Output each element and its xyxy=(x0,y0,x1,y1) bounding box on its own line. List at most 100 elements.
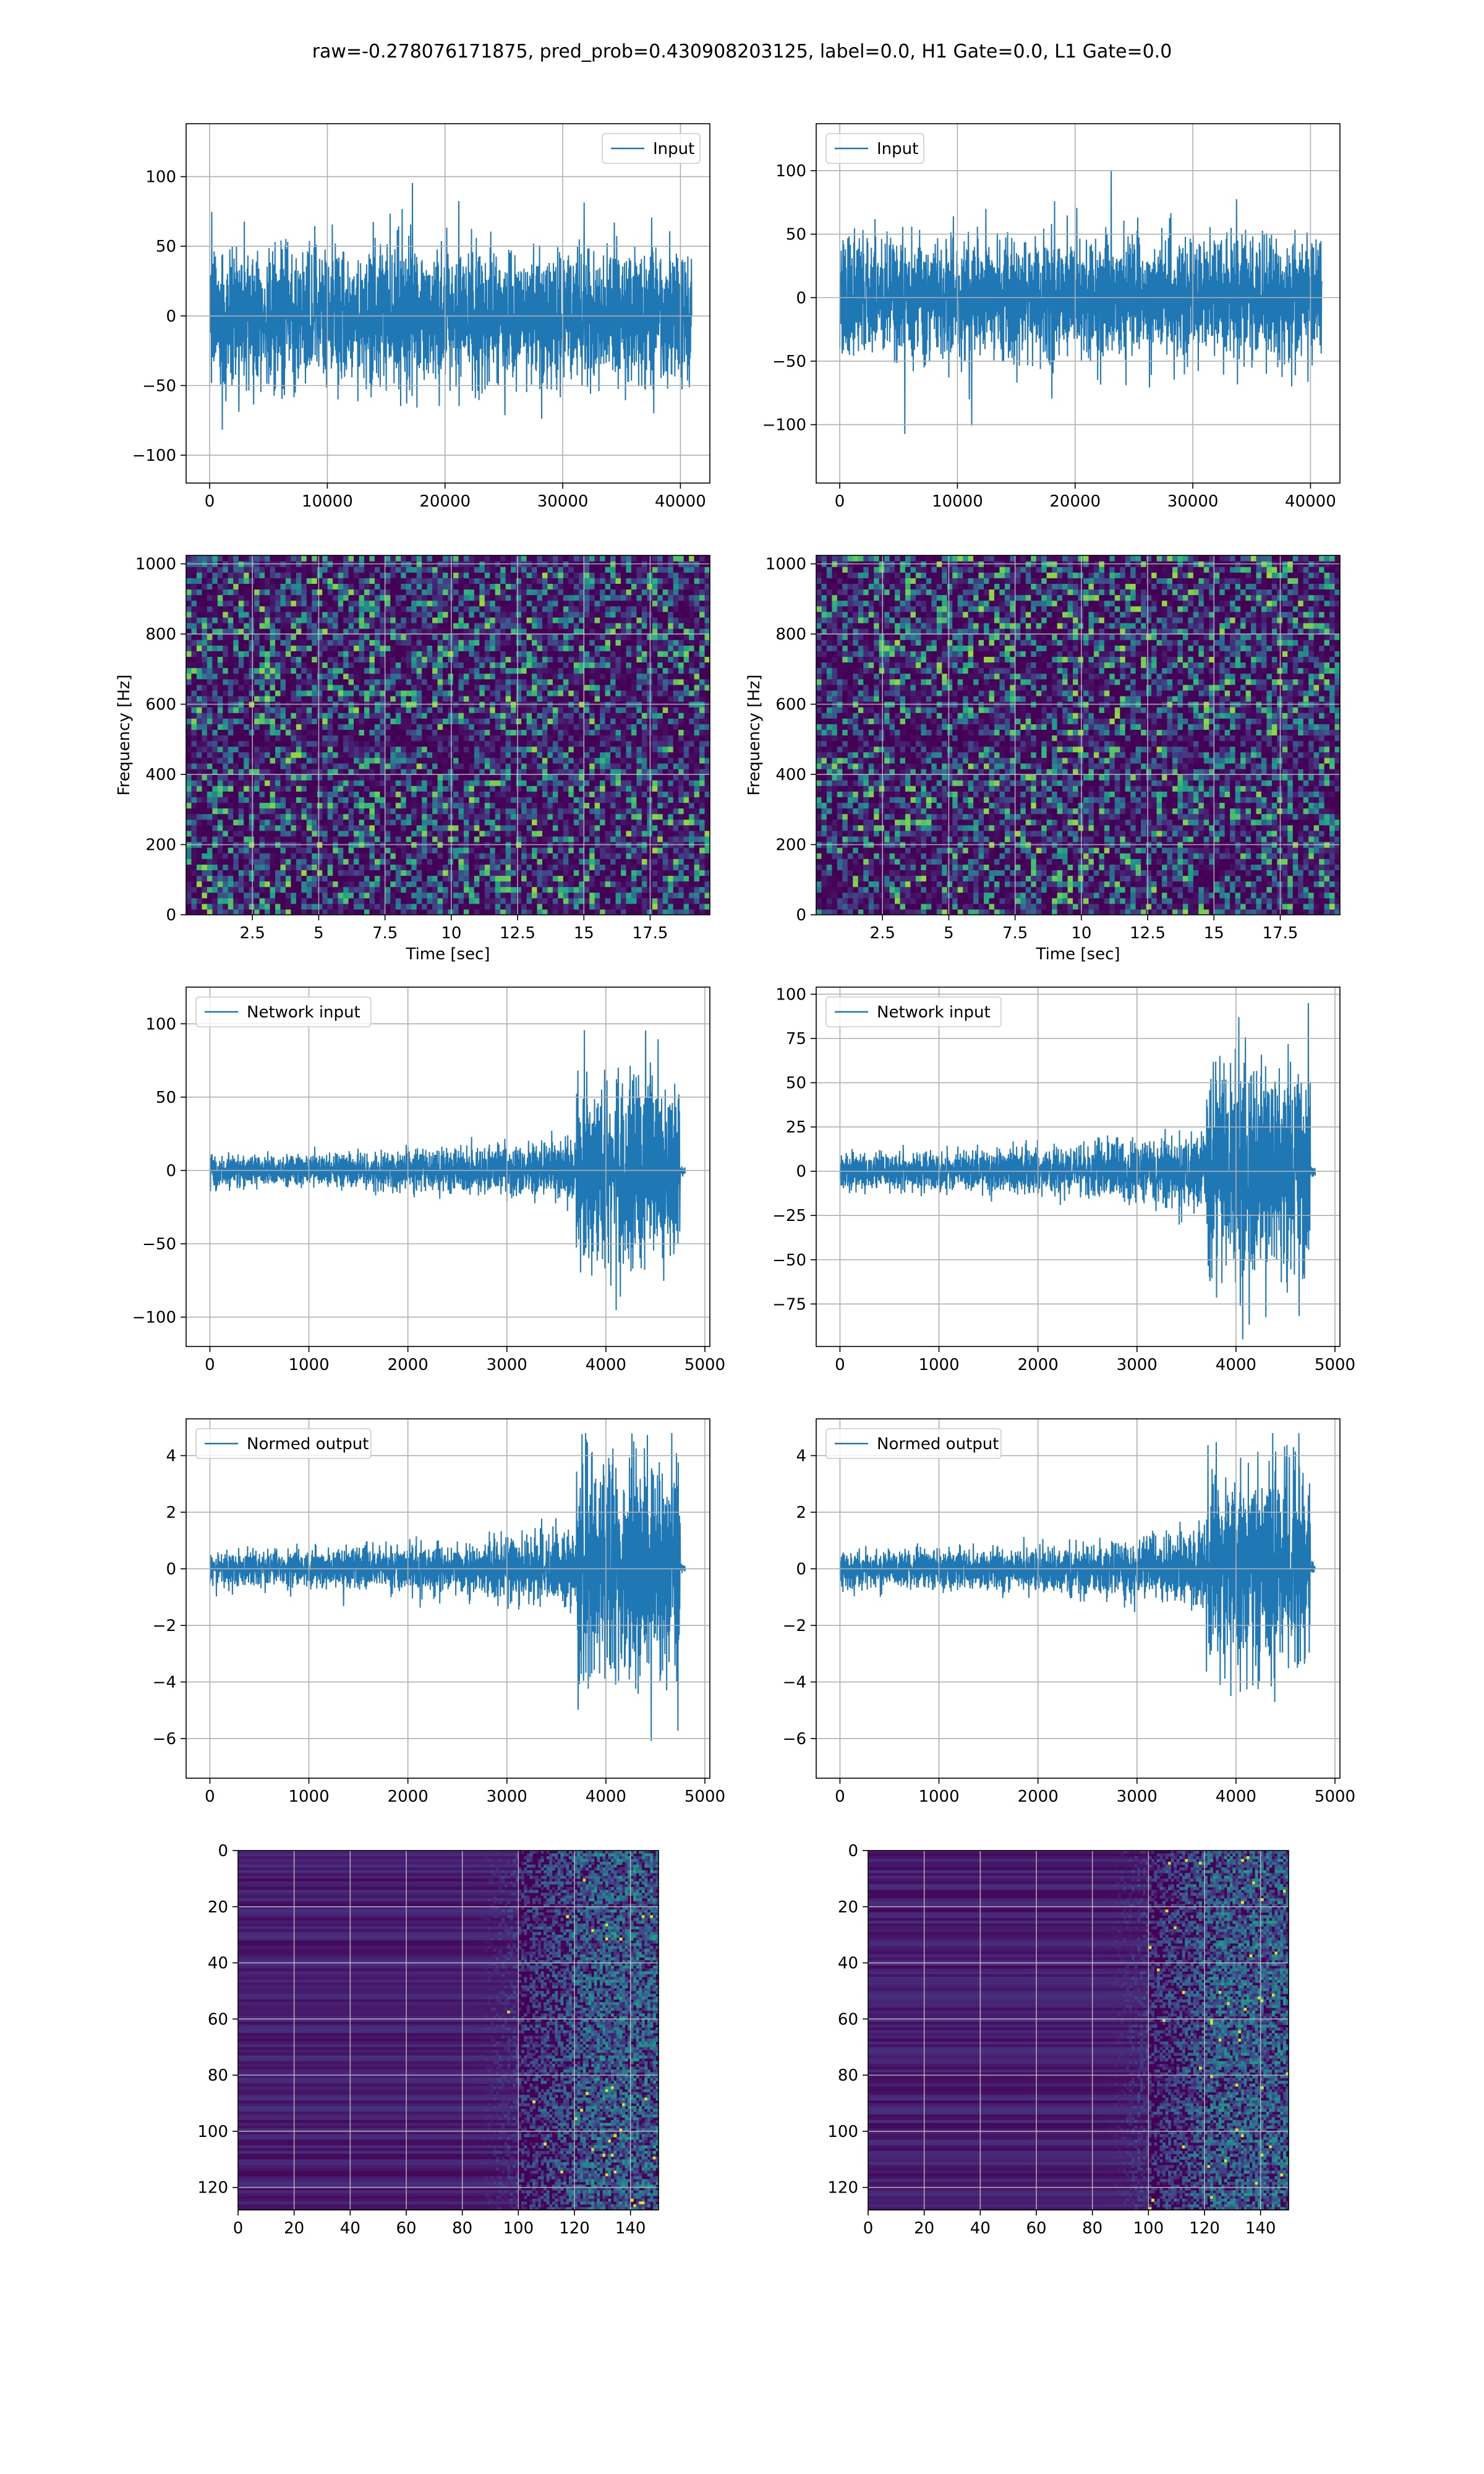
spectrogram-cell xyxy=(668,718,674,724)
spectrogram-cell xyxy=(390,897,396,904)
spectrogram-cell xyxy=(511,640,517,646)
spectrogram-cell xyxy=(254,718,260,724)
spectrogram-cell xyxy=(322,780,328,786)
spectrogram-cell xyxy=(333,729,339,736)
spectrogram-cell xyxy=(369,684,375,691)
spectrogram-cell xyxy=(453,897,459,904)
spectrogram-cell xyxy=(296,673,302,680)
spectrogram-cell xyxy=(364,903,370,910)
spectrogram-cell xyxy=(265,695,271,702)
spectrogram-cell xyxy=(437,651,443,657)
spectrogram-cell xyxy=(532,724,538,730)
spectrogram-cell xyxy=(364,853,370,859)
spectrogram-cell xyxy=(458,662,464,669)
spectrogram-cell xyxy=(626,780,632,786)
spectrogram-cell xyxy=(552,847,558,854)
spectrogram-cell xyxy=(233,667,239,674)
spectrogram-cell xyxy=(689,695,695,702)
spectrogram-cell xyxy=(683,785,689,792)
spectrogram-cell xyxy=(594,678,600,685)
spectrogram-cell xyxy=(212,830,218,837)
spectrogram-cell xyxy=(689,836,695,842)
spectrogram-cell xyxy=(505,695,511,702)
spectrogram-cell xyxy=(521,735,527,742)
spectrogram-cell xyxy=(432,645,438,651)
spectrogram-cell xyxy=(306,791,312,797)
spectrogram-cell xyxy=(652,824,658,831)
spectrogram-cell xyxy=(233,813,239,820)
spectrogram-cell xyxy=(416,662,422,669)
spectrogram-cell xyxy=(474,903,480,910)
spectrogram-cell xyxy=(589,853,595,859)
spectrogram-cell xyxy=(626,713,632,719)
spectrogram-cell xyxy=(238,690,244,696)
spectrogram-cell xyxy=(636,640,642,646)
spectrogram-cell xyxy=(621,667,627,674)
spectrogram-cell xyxy=(437,662,443,669)
spectrogram-cell xyxy=(563,853,569,859)
spectrogram-cell xyxy=(280,864,286,870)
spectrogram-cell xyxy=(563,662,569,669)
spectrogram-cell xyxy=(605,724,611,730)
spectrogram-cell xyxy=(333,763,339,769)
spectrogram-cell xyxy=(563,774,569,781)
spectrogram-cell xyxy=(678,729,684,736)
spectrogram-cell xyxy=(427,836,433,842)
spectrogram-cell xyxy=(662,724,668,730)
spectrogram-cell xyxy=(600,713,606,719)
spectrogram-cell xyxy=(228,656,234,663)
spectrogram-cell xyxy=(699,673,706,680)
spectrogram-cell xyxy=(238,695,244,702)
spectrogram-cell xyxy=(704,740,710,747)
spectrogram-cell xyxy=(552,864,558,870)
spectrogram-cell xyxy=(228,791,234,797)
spectrogram-cell xyxy=(217,684,223,691)
spectrogram-cell xyxy=(516,836,522,842)
spectrogram-cell xyxy=(683,713,689,719)
spectrogram-cell xyxy=(636,824,642,831)
spectrogram-cell xyxy=(354,847,360,854)
spectrogram-cell xyxy=(547,713,553,719)
spectrogram-cell xyxy=(490,757,496,764)
spectrogram-cell xyxy=(191,656,197,663)
spectrogram-cell xyxy=(573,729,579,736)
spectrogram-cell xyxy=(505,751,511,758)
spectrogram-cell xyxy=(296,656,302,663)
spectrogram-cell xyxy=(568,640,574,646)
spectrogram-cell xyxy=(683,673,689,680)
spectrogram-cell xyxy=(374,718,380,724)
spectrogram-cell xyxy=(212,763,218,769)
spectrogram-cell xyxy=(678,768,684,775)
spectrogram-cell xyxy=(605,886,611,893)
spectrogram-cell xyxy=(563,678,569,685)
spectrogram-cell xyxy=(354,785,360,792)
spectrogram-cell xyxy=(395,819,401,826)
spectrogram-cell xyxy=(348,897,354,904)
spectrogram-cell xyxy=(327,881,333,888)
spectrogram-cell xyxy=(217,740,223,747)
spectrogram-cell xyxy=(594,724,600,730)
spectrogram-cell xyxy=(484,729,490,736)
spectrogram-cell xyxy=(532,802,538,809)
spectrogram-cell xyxy=(196,690,203,696)
spectrogram-cell xyxy=(275,695,281,702)
spectrogram-cell xyxy=(579,640,585,646)
spectrogram-cell xyxy=(301,824,307,831)
spectrogram-cell xyxy=(406,802,412,809)
spectrogram-cell xyxy=(652,847,658,854)
spectrogram-cell xyxy=(505,909,511,915)
spectrogram-cell xyxy=(196,808,203,815)
spectrogram-cell xyxy=(683,847,689,854)
spectrogram-cell xyxy=(704,903,710,910)
spectrogram-cell xyxy=(505,718,511,724)
spectrogram-cell xyxy=(505,651,511,657)
spectrogram-cell xyxy=(249,678,255,685)
x-tick-label: 10000 xyxy=(932,492,983,511)
spectrogram-cell xyxy=(275,785,281,792)
spectrogram-cell xyxy=(568,667,574,674)
spectrogram-cell xyxy=(275,724,281,730)
spectrogram-cell xyxy=(563,903,569,910)
spectrogram-cell xyxy=(463,892,469,899)
spectrogram-cell xyxy=(615,729,621,736)
spectrogram-cell xyxy=(369,656,375,663)
